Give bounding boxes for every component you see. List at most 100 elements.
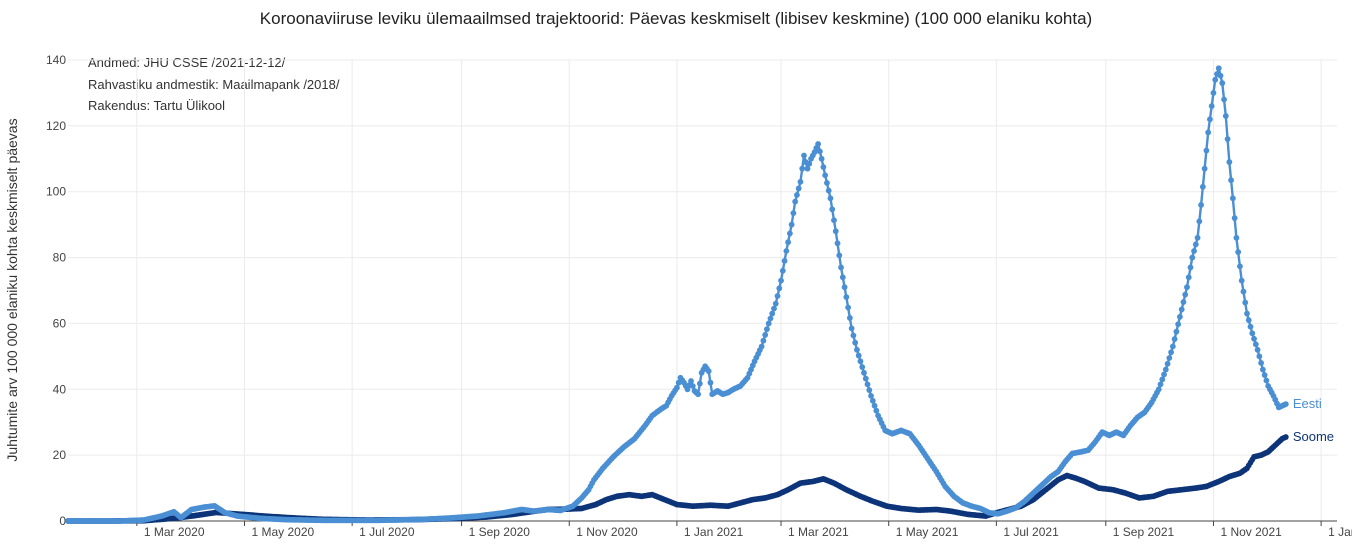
- data-point-eesti: [688, 378, 694, 384]
- data-point-eesti: [1237, 263, 1243, 270]
- data-point-eesti: [873, 407, 880, 414]
- data-point-eesti: [1258, 360, 1265, 366]
- series-markers: [65, 65, 1289, 524]
- data-point-eesti: [859, 364, 866, 370]
- data-point-eesti: [674, 384, 680, 391]
- data-point-eesti: [1203, 147, 1210, 154]
- data-point-eesti: [836, 252, 843, 259]
- data-point-eesti: [1198, 201, 1204, 208]
- data-point-eesti: [815, 141, 821, 147]
- data-point-eesti: [871, 402, 878, 409]
- x-tick-label: 1 May 2020: [251, 525, 314, 539]
- x-tick-label: 1 Sep 2021: [1113, 525, 1175, 539]
- data-point-eesti: [801, 152, 807, 159]
- data-point-eesti: [1201, 165, 1208, 172]
- x-tick-label: 1 Jul 2020: [359, 525, 415, 539]
- data-point-eesti: [1228, 177, 1234, 184]
- y-tick-label: 60: [53, 316, 67, 330]
- data-point-eesti: [866, 387, 873, 394]
- data-point-eesti: [1238, 277, 1245, 284]
- data-point-eesti: [1173, 328, 1180, 335]
- data-point-eesti: [785, 239, 791, 246]
- data-point-eesti: [1249, 330, 1256, 337]
- data-point-eesti: [1252, 341, 1259, 348]
- data-point-eesti: [1256, 353, 1263, 360]
- data-point-eesti: [797, 178, 804, 185]
- data-point-eesti: [845, 304, 852, 311]
- data-point-eesti: [1184, 284, 1190, 291]
- data-point-eesti: [1171, 336, 1178, 342]
- x-tick-label: 1 Mar 2021: [788, 525, 849, 539]
- data-point-eesti: [1177, 313, 1183, 320]
- data-point-eesti: [824, 180, 830, 186]
- data-point-eesti: [1263, 377, 1270, 384]
- data-point-eesti: [696, 380, 703, 387]
- data-point-eesti: [758, 343, 765, 350]
- data-point-eesti: [776, 285, 783, 292]
- source-note-app: Rakendus: Tartu Ülikool: [88, 98, 226, 113]
- data-point-soome: [1282, 434, 1289, 440]
- data-point-eesti: [1244, 310, 1250, 317]
- data-point-eesti: [762, 332, 769, 338]
- data-point-eesti: [794, 192, 800, 198]
- data-point-eesti: [1226, 159, 1233, 165]
- data-point-eesti: [1169, 343, 1176, 350]
- data-point-eesti: [1162, 366, 1169, 373]
- x-tick-label: 1 Jan 2022: [1328, 525, 1352, 539]
- data-point-eesti: [1251, 335, 1257, 342]
- data-point-eesti: [816, 148, 823, 155]
- y-tick-label: 120: [46, 119, 66, 133]
- data-point-eesti: [1168, 349, 1174, 356]
- data-point-eesti: [1205, 129, 1212, 136]
- data-point-eesti: [1235, 249, 1242, 255]
- series-label-eesti: Eesti: [1293, 396, 1322, 411]
- data-point-eesti: [799, 165, 806, 172]
- data-point-eesti: [790, 210, 797, 217]
- data-point-eesti: [1217, 72, 1224, 79]
- data-point-eesti: [839, 274, 846, 281]
- source-notes: Andmed: JHU CSSE /2021-12-12/ Rahvastiku…: [88, 52, 339, 117]
- data-point-eesti: [705, 368, 712, 375]
- data-point-eesti: [855, 352, 862, 359]
- x-tick-label: 1 Jan 2021: [684, 525, 744, 539]
- series-label-soome: Soome: [1293, 429, 1334, 444]
- source-note-population: Rahvastiku andmestik: Maailmapank /2018/: [88, 76, 340, 92]
- data-point-eesti: [1196, 218, 1203, 225]
- data-point-eesti: [1261, 372, 1268, 378]
- data-point-eesti: [764, 326, 770, 333]
- data-point-eesti: [781, 257, 788, 264]
- data-point-eesti: [1282, 401, 1289, 407]
- data-point-eesti: [1221, 96, 1227, 103]
- data-point-eesti: [772, 300, 779, 307]
- data-point-eesti: [1224, 136, 1231, 142]
- data-point-eesti: [1229, 195, 1236, 202]
- data-point-eesti: [1231, 215, 1238, 221]
- y-tick-label: 100: [46, 185, 66, 199]
- data-point-eesti: [850, 332, 857, 339]
- data-point-eesti: [1175, 321, 1182, 328]
- x-tick-label: 1 Sep 2020: [469, 525, 531, 539]
- data-point-eesti: [806, 160, 813, 167]
- series-labels: Soome Eesti: [1293, 396, 1334, 444]
- data-point-eesti: [1192, 241, 1199, 248]
- data-point-eesti: [760, 337, 767, 344]
- data-point-eesti: [838, 264, 844, 271]
- data-point-eesti: [1219, 80, 1226, 86]
- data-point-eesti: [829, 206, 836, 213]
- data-point-eesti: [1161, 371, 1167, 378]
- data-point-eesti: [1207, 116, 1213, 123]
- data-point-eesti: [1222, 113, 1229, 119]
- data-point-eesti: [786, 230, 793, 237]
- data-point-eesti: [818, 155, 825, 162]
- data-point-eesti: [1189, 254, 1196, 261]
- data-point-eesti: [1166, 355, 1173, 361]
- data-point-eesti: [1191, 248, 1197, 254]
- y-tick-label: 0: [59, 514, 66, 528]
- data-point-eesti: [767, 315, 774, 322]
- data-point-eesti: [1208, 103, 1215, 109]
- data-point-eesti: [1182, 291, 1189, 298]
- data-point-eesti: [795, 185, 802, 192]
- data-point-eesti: [769, 310, 776, 317]
